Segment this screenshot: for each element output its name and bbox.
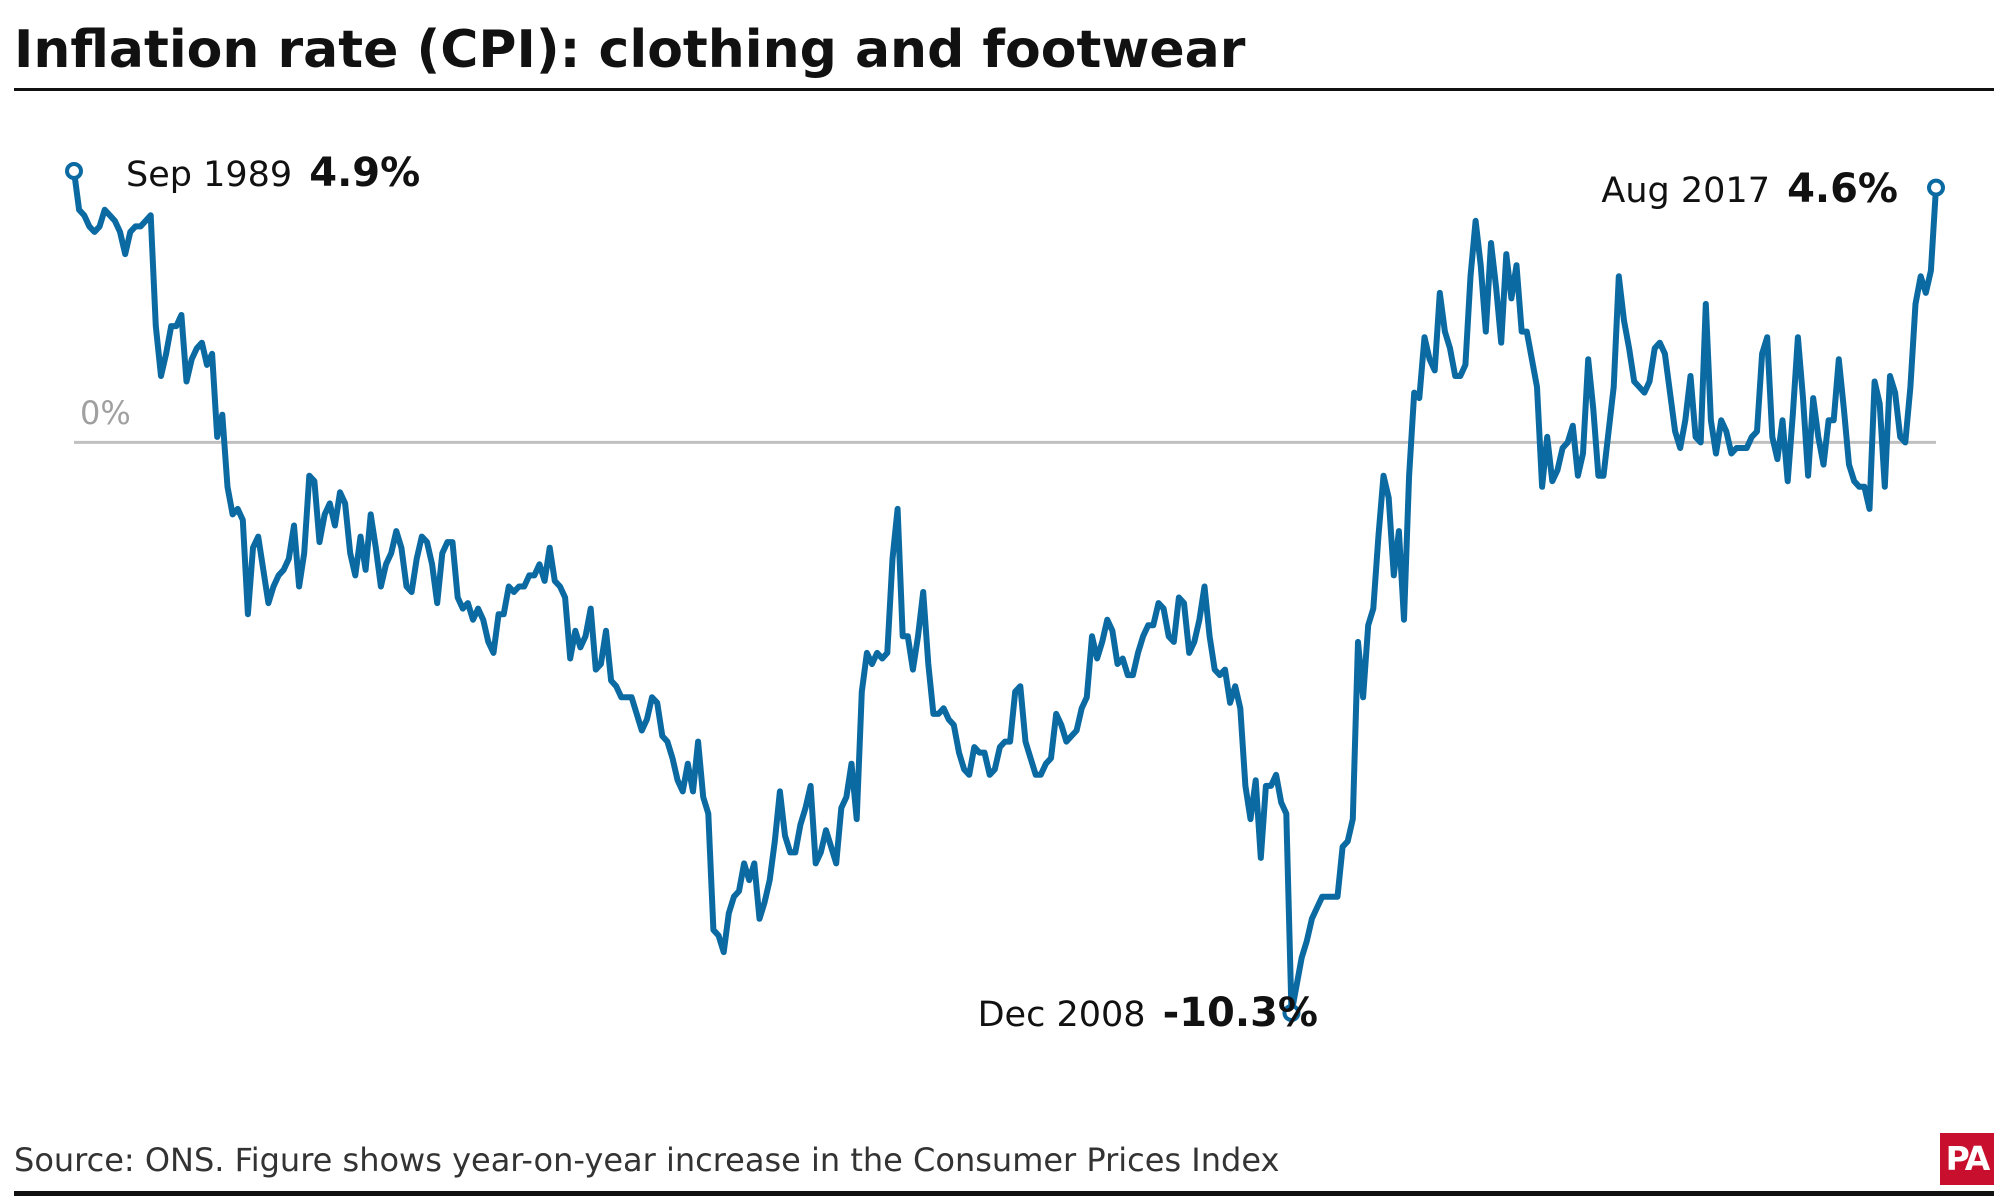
marker-start (65, 162, 83, 180)
marker-min (1282, 1004, 1301, 1022)
endpoint-markers (65, 162, 1945, 1022)
footer-rule (14, 1191, 1994, 1196)
annotation-min-label: Dec 2008 (978, 995, 1146, 1035)
annotation-start-value: 4.9% (309, 150, 420, 196)
marker-end (1927, 178, 1945, 197)
annotation-end-value: 4.6% (1787, 166, 1898, 212)
zero-axis-label: 0% (80, 394, 131, 432)
svg-text:Aug 2017 4.6%: Aug 2017 4.6% (1601, 166, 1898, 212)
annotation-start: Sep 1989 4.9% (126, 150, 420, 196)
pa-logo: PA (1940, 1133, 1994, 1185)
chart-title: Inflation rate (CPI): clothing and footw… (14, 20, 1246, 80)
svg-text:Sep 1989 4.9%: Sep 1989 4.9% (126, 150, 420, 196)
title-rule (14, 88, 1994, 91)
line-chart: 0% Sep 1989 4.9% Dec 2008 -10.3% Aug 201… (65, 150, 1945, 1036)
annotation-min-value: -10.3% (1163, 990, 1318, 1036)
annotation-end-label: Aug 2017 (1601, 171, 1770, 211)
annotation-start-label: Sep 1989 (126, 155, 292, 195)
source-note: Source: ONS. Figure shows year-on-year i… (14, 1141, 1280, 1179)
series-line (71, 168, 1939, 1016)
annotation-min: Dec 2008 -10.3% (978, 990, 1318, 1036)
svg-text:Dec 2008 -10.3%: Dec 2008 -10.3% (978, 990, 1318, 1036)
annotation-end: Aug 2017 4.6% (1601, 166, 1898, 212)
